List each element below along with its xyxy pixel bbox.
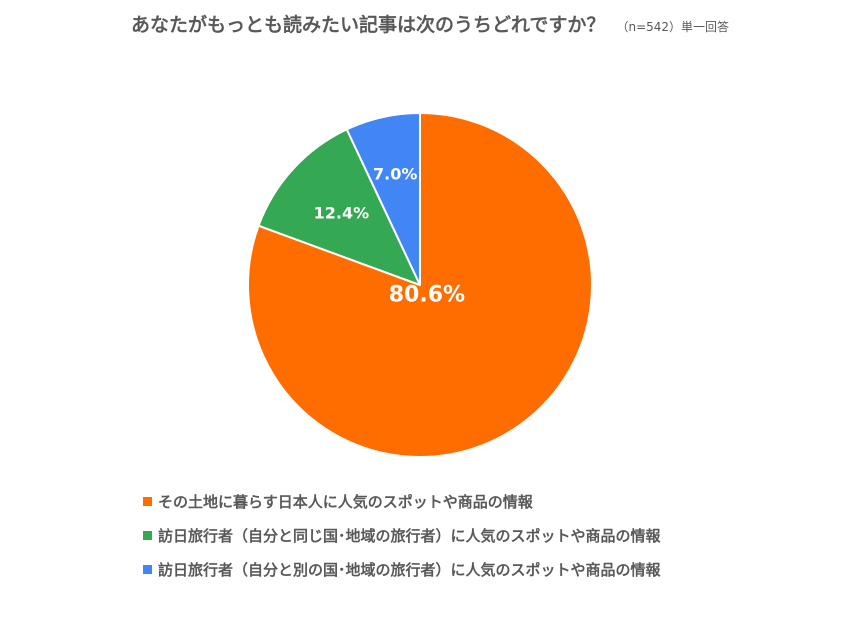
chart-title: あなたがもっとも読みたい記事は次のうちどれですか？ — [130, 14, 606, 36]
legend-label-3: 訪日旅行者（自分と別の国･地域の旅行者）に人気のスポットや商品の情報 — [158, 560, 661, 579]
chart-note: （n=542）単一回答 — [616, 20, 730, 34]
pie-slice-3 — [345, 112, 421, 286]
data-label-3: 7.0% — [373, 165, 417, 184]
data-label-1: 80.6% — [389, 282, 465, 307]
pie-slice-2 — [257, 128, 421, 286]
legend-item-1: その土地に暮らす日本人に人気のスポットや商品の情報 — [143, 484, 661, 518]
legend-swatch-1 — [143, 496, 152, 506]
legend-item-2: 訪日旅行者（自分と同じ国･地域の旅行者）に人気のスポットや商品の情報 — [143, 518, 661, 552]
legend-label-1: その土地に暮らす日本人に人気のスポットや商品の情報 — [158, 492, 533, 511]
legend-swatch-3 — [143, 564, 152, 574]
data-label-2: 12.4% — [314, 204, 370, 223]
legend-label-2: 訪日旅行者（自分と同じ国･地域の旅行者）に人気のスポットや商品の情報 — [158, 526, 661, 545]
legend-swatch-2 — [143, 530, 152, 540]
chart-title-row: あなたがもっとも読みたい記事は次のうちどれですか？ （n=542）単一回答 — [0, 10, 860, 37]
legend: その土地に暮らす日本人に人気のスポットや商品の情報訪日旅行者（自分と同じ国･地域… — [143, 484, 661, 586]
legend-item-3: 訪日旅行者（自分と別の国･地域の旅行者）に人気のスポットや商品の情報 — [143, 552, 661, 586]
